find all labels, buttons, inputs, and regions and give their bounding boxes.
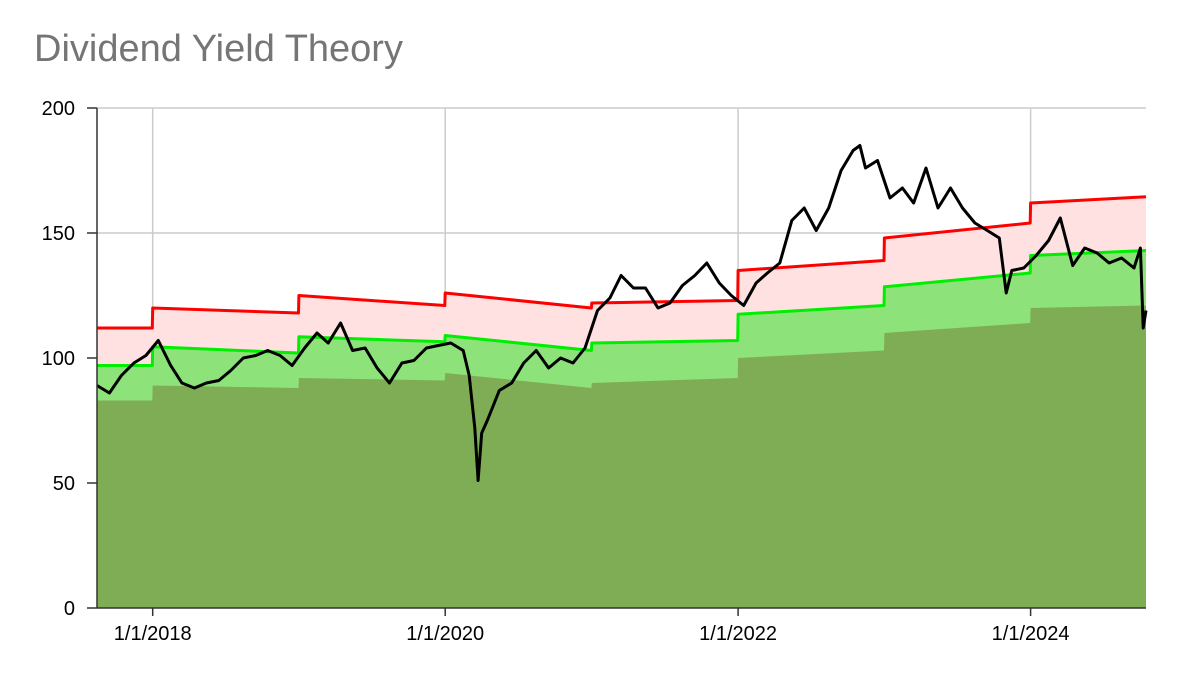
area-overvalued	[97, 305, 1146, 608]
y-tick-label: 100	[42, 348, 75, 370]
x-axis-ticks: 1/1/2018 1/1/2020 1/1/2022 1/1/2024	[114, 608, 1070, 645]
x-tick-label: 1/1/2020	[406, 623, 484, 645]
x-tick-label: 1/1/2024	[992, 623, 1070, 645]
area-fills	[97, 196, 1146, 609]
line-fair	[97, 249, 1147, 367]
y-axis-ticks: 0 50 100 150 200	[42, 98, 97, 620]
line-undervalued	[97, 195, 1147, 330]
y-tick-label: 150	[42, 223, 75, 245]
x-tick-label: 1/1/2022	[699, 623, 777, 645]
y-tick-label: 200	[42, 98, 75, 120]
line-price	[96, 144, 1148, 482]
series-lines	[96, 144, 1148, 482]
y-tick-label: 50	[53, 473, 75, 495]
y-tick-label: 0	[64, 598, 75, 620]
chart-title: Dividend Yield Theory	[34, 28, 403, 70]
x-tick-label: 1/1/2018	[114, 623, 192, 645]
